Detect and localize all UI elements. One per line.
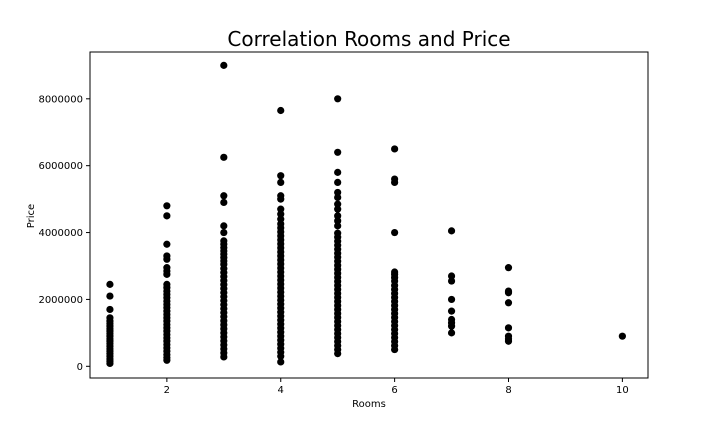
data-point — [106, 292, 114, 300]
data-point — [220, 228, 228, 237]
data-point — [504, 299, 513, 307]
y-tick-label: 6000000 — [38, 161, 83, 172]
data-point — [220, 61, 228, 69]
data-point — [220, 222, 228, 230]
data-point — [106, 280, 114, 288]
data-point — [220, 192, 228, 200]
plot-area-frame — [89, 51, 649, 379]
data-point — [277, 172, 285, 180]
data-point — [447, 329, 456, 337]
data-point — [334, 200, 342, 208]
data-point — [277, 215, 285, 223]
data-point — [447, 315, 456, 324]
data-point — [220, 237, 228, 245]
x-axis-ticks: 2 4 6 8 10 — [164, 378, 629, 396]
data-point — [504, 264, 513, 272]
data-point — [334, 193, 342, 202]
y-axis-label: Price — [26, 204, 37, 228]
data-point — [220, 153, 228, 161]
y-tick-label: 8000000 — [38, 94, 83, 105]
data-point — [277, 358, 285, 366]
data-point — [106, 305, 114, 314]
y-axis-ticks: 0 2000000 4000000 6000000 8000000 — [38, 94, 90, 373]
data-point — [447, 227, 456, 235]
data-point — [334, 188, 342, 197]
data-points — [106, 61, 626, 368]
data-point — [334, 168, 342, 176]
data-point — [277, 192, 285, 200]
data-point — [334, 95, 342, 103]
x-tick-label: 10 — [616, 385, 629, 396]
data-point — [334, 212, 342, 220]
data-point — [277, 106, 285, 115]
data-point — [504, 332, 513, 340]
y-tick-label: 0 — [77, 362, 83, 373]
chart-title: Correlation Rooms and Price — [227, 27, 510, 51]
data-point — [277, 205, 285, 213]
data-point — [334, 178, 342, 186]
data-point — [163, 252, 171, 260]
x-axis-label: Rooms — [352, 399, 386, 410]
data-point — [447, 307, 456, 315]
data-point — [391, 175, 399, 183]
data-point — [163, 212, 171, 220]
data-point — [334, 222, 342, 230]
data-point — [163, 280, 171, 288]
data-point — [504, 324, 513, 332]
data-point — [277, 210, 285, 218]
data-point — [447, 295, 456, 304]
data-point — [334, 148, 342, 156]
x-tick-label: 8 — [505, 385, 511, 396]
data-point — [163, 240, 171, 248]
data-point — [277, 178, 285, 186]
x-tick-label: 4 — [278, 385, 284, 396]
x-tick-label: 6 — [391, 385, 397, 396]
x-tick-label: 2 — [164, 385, 170, 396]
data-point — [334, 229, 342, 237]
data-point — [163, 264, 171, 272]
y-tick-label: 4000000 — [38, 228, 83, 239]
data-point — [391, 268, 399, 276]
y-tick-label: 2000000 — [38, 295, 83, 306]
data-point — [334, 217, 342, 225]
data-point — [391, 145, 399, 153]
data-point — [391, 228, 399, 237]
data-point — [220, 198, 228, 207]
data-point — [447, 272, 456, 280]
data-point — [334, 205, 342, 213]
data-point — [618, 332, 626, 340]
data-point — [163, 202, 171, 210]
data-point — [504, 287, 513, 295]
data-point — [106, 314, 114, 322]
data-point — [447, 277, 456, 285]
